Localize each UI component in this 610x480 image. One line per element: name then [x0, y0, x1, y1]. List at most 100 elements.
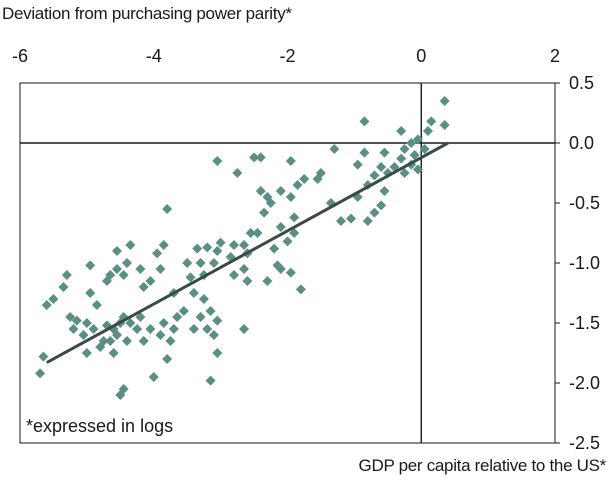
data-point [125, 240, 136, 250]
data-point [409, 150, 420, 160]
data-point [396, 126, 407, 136]
data-point [285, 267, 296, 278]
data-point [275, 264, 286, 274]
data-point [262, 192, 273, 202]
data-point [85, 288, 96, 298]
data-point [118, 270, 129, 280]
data-point [215, 237, 226, 248]
data-point [162, 204, 173, 214]
data-point [419, 144, 430, 154]
data-point [352, 159, 363, 170]
data-point [35, 368, 46, 379]
data-point [239, 240, 250, 250]
data-point [259, 207, 270, 218]
data-point [379, 186, 390, 196]
data-point [178, 306, 189, 316]
data-point [81, 318, 92, 328]
data-point [292, 180, 303, 190]
x-tick-labels: -6 -4 -2 0 2 [12, 46, 560, 66]
data-point [202, 242, 213, 253]
data-point [208, 330, 219, 340]
data-point [78, 330, 89, 340]
data-point [282, 236, 293, 247]
data-point [205, 306, 216, 316]
data-point [399, 144, 410, 154]
plot-frame [19, 82, 556, 444]
chart-title: Deviation from purchasing power parity* [2, 4, 292, 23]
data-point [406, 138, 417, 148]
data-point [205, 375, 216, 386]
x-tick-label: -2 [279, 46, 295, 66]
data-point [65, 312, 76, 322]
y-tick-label: 0.0 [569, 133, 594, 153]
data-point [158, 240, 169, 250]
data-point [285, 192, 296, 202]
data-point [359, 116, 370, 127]
data-point [285, 156, 296, 166]
data-point [138, 282, 149, 292]
data-point [71, 315, 82, 326]
data-point [369, 170, 380, 181]
logs-note: *expressed in logs [26, 416, 173, 436]
y-tick-label: 0.5 [569, 73, 594, 93]
data-point [41, 300, 52, 310]
data-point [312, 174, 323, 184]
data-point [152, 248, 163, 259]
data-point [289, 212, 300, 223]
data-point [346, 213, 357, 224]
data-point [122, 258, 132, 268]
data-point [155, 330, 166, 340]
data-point [229, 270, 239, 280]
data-point [68, 324, 79, 334]
data-point [359, 147, 370, 158]
data-point [188, 324, 199, 334]
data-point [111, 330, 122, 340]
trend-line [46, 141, 449, 364]
data-point [255, 186, 266, 196]
data-point [369, 207, 380, 218]
data-point [252, 228, 263, 238]
data-point [299, 174, 310, 184]
data-point [262, 276, 273, 286]
data-point [61, 270, 72, 280]
data-point [155, 264, 166, 274]
data-point [195, 312, 206, 322]
data-point [295, 284, 306, 295]
data-point [239, 264, 250, 274]
data-point [426, 116, 437, 127]
x-tick-label: 2 [550, 46, 560, 66]
data-point [185, 272, 196, 283]
data-point [239, 324, 250, 334]
data-point [245, 228, 256, 238]
y-tick-label: -1.0 [569, 253, 600, 273]
data-point [255, 152, 266, 163]
data-point [58, 282, 69, 292]
x-tick-label: -6 [12, 46, 28, 66]
data-point [439, 96, 450, 106]
data-point [148, 372, 159, 382]
data-point [229, 240, 239, 250]
data-point [135, 264, 146, 274]
data-point [108, 348, 119, 358]
data-point [101, 276, 112, 286]
data-point [212, 315, 223, 326]
data-point [145, 276, 156, 286]
data-point [232, 168, 243, 178]
data-point [132, 324, 143, 334]
data-point [376, 200, 387, 211]
y-tick-label: -0.5 [569, 193, 600, 213]
data-point [412, 164, 423, 175]
data-point [95, 342, 106, 352]
data-point [275, 222, 286, 232]
data-point [379, 147, 390, 158]
data-point [48, 294, 59, 304]
data-point [208, 258, 219, 268]
data-point [362, 216, 373, 226]
data-point [195, 258, 206, 268]
data-point [275, 186, 286, 196]
x-tick-label: -4 [146, 46, 162, 66]
y-tick-label: -2.5 [569, 433, 600, 453]
x-axis-label: GDP per capita relative to the US* [358, 456, 607, 475]
data-point [242, 276, 253, 286]
